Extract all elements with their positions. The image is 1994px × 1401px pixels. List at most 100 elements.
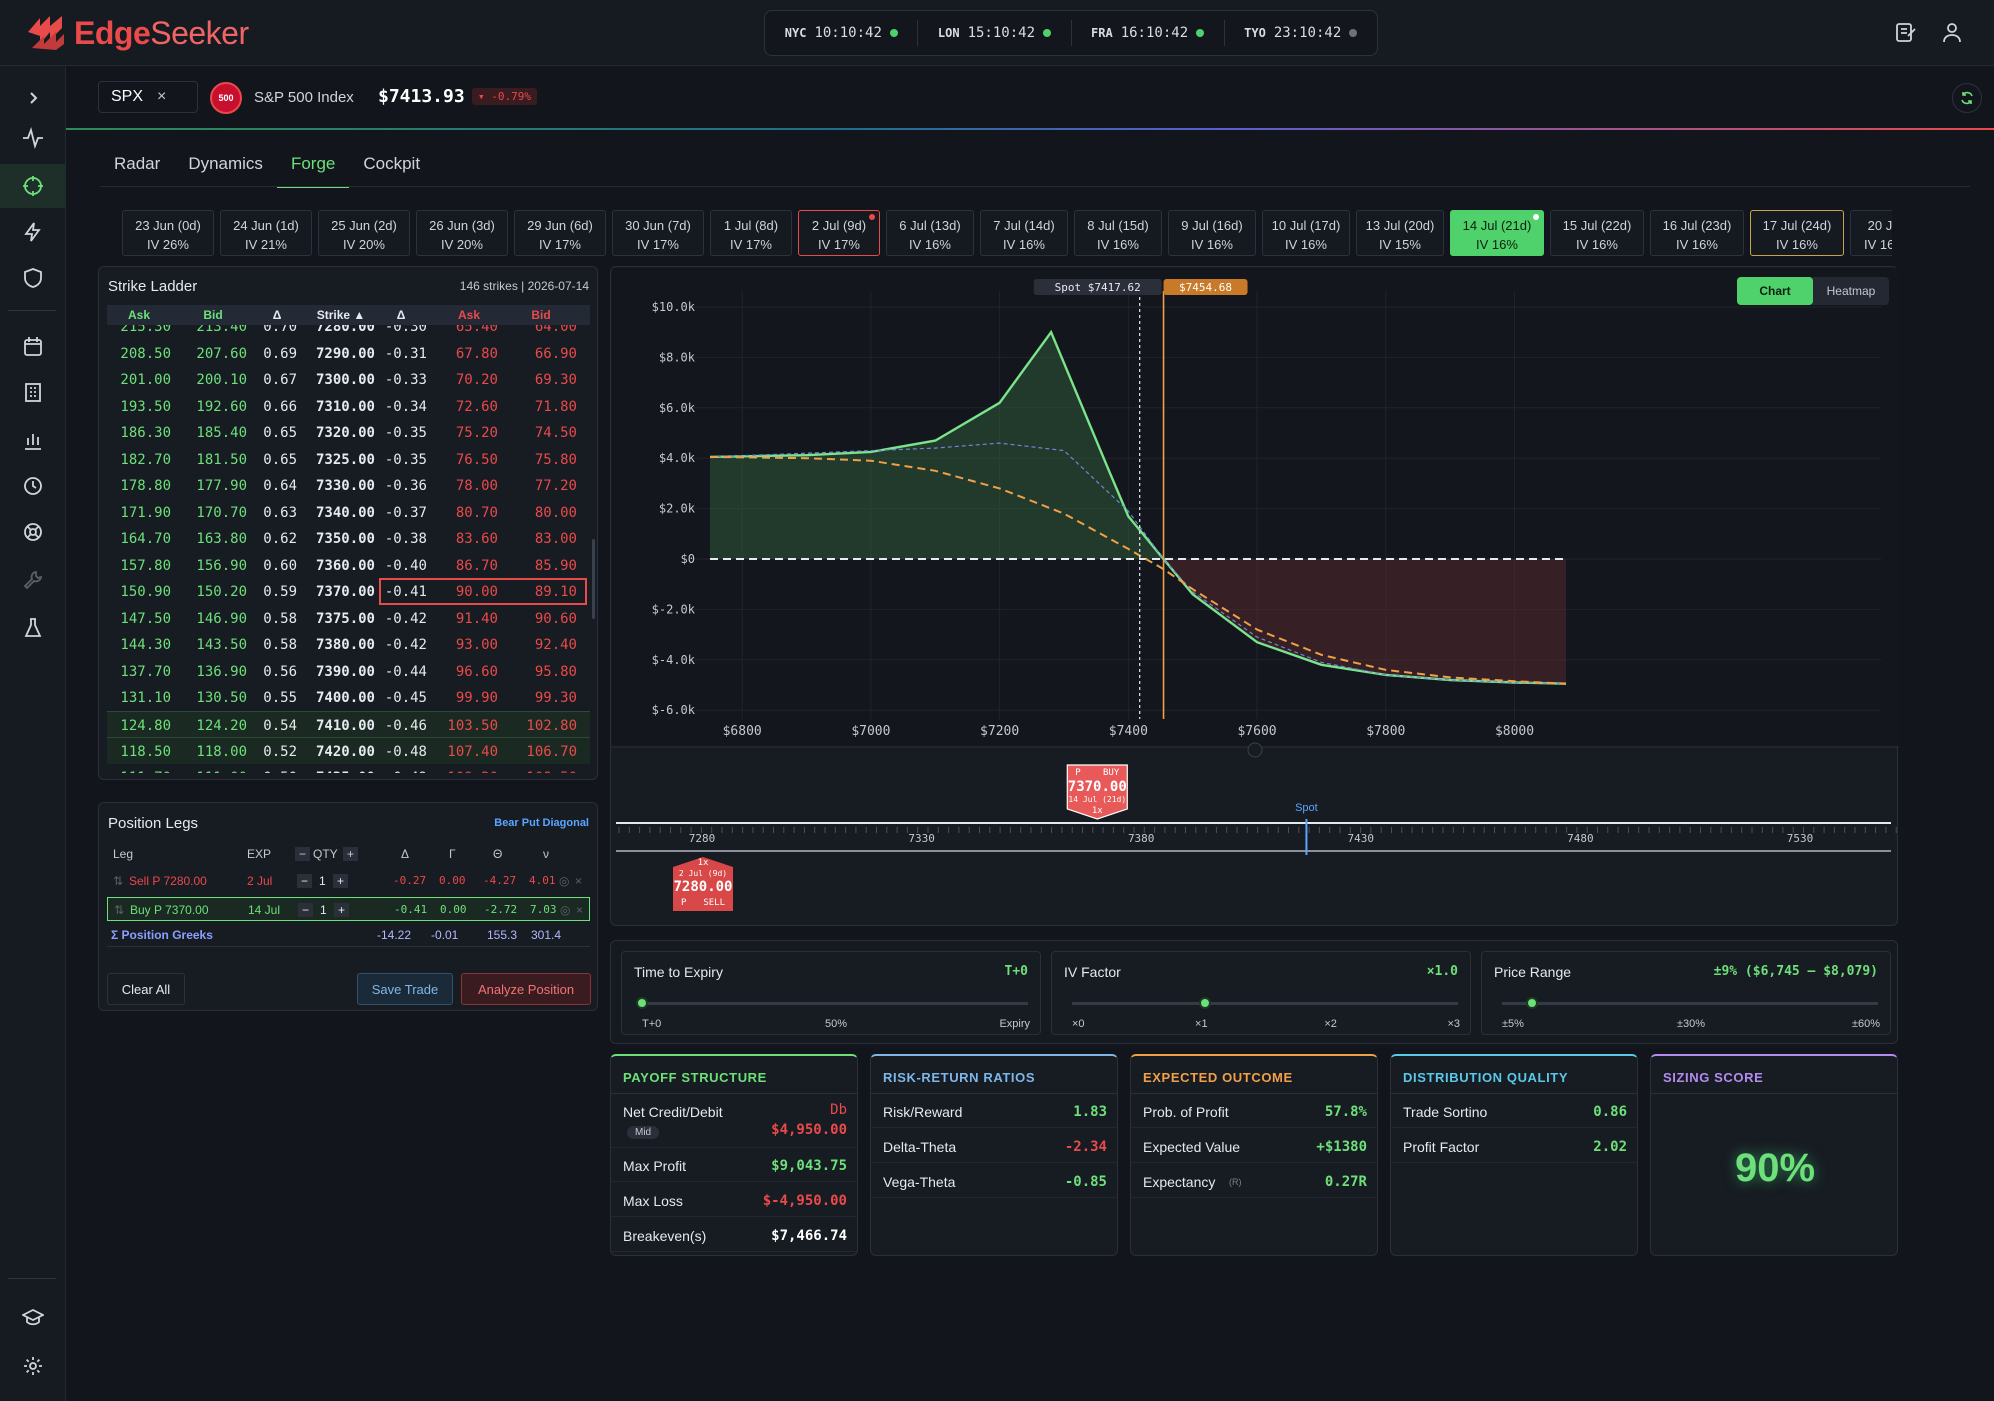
- ladder-cell[interactable]: 86.70: [455, 557, 498, 574]
- ladder-cell[interactable]: 193.50: [120, 398, 171, 415]
- leg-row[interactable]: ⇅ Sell P 7280.00 2 Jul −1 + -0.27 0.00 -4.27 4.0…: [107, 869, 590, 893]
- sidebar-item-flash[interactable]: [0, 210, 66, 254]
- ladder-row[interactable]: 164.70 163.80 0.62 7350.00 -0.38 83.60 83.00: [107, 525, 590, 552]
- ladder-cell[interactable]: 156.90: [196, 557, 247, 574]
- expiry-chip[interactable]: 14 Jul (21d) IV 16%: [1450, 210, 1544, 256]
- ladder-cell[interactable]: 93.00: [455, 637, 498, 653]
- sidebar-item-analytics[interactable]: [0, 418, 66, 462]
- ladder-cell[interactable]: 118.00: [196, 744, 247, 760]
- ladder-row[interactable]: 182.70 181.50 0.65 7325.00 -0.35 76.50 75.80: [107, 446, 590, 473]
- ladder-cell[interactable]: 109.20: [440, 770, 498, 774]
- ladder-cell[interactable]: 111.00: [179, 770, 247, 774]
- ladder-cell[interactable]: 74.50: [534, 425, 577, 441]
- qty-decrement-button[interactable]: −: [297, 874, 313, 888]
- ladder-cell[interactable]: 118.50: [120, 744, 171, 760]
- ladder-cell[interactable]: 207.60: [196, 345, 247, 362]
- expiry-chip[interactable]: 7 Jul (14d) IV 16%: [980, 210, 1068, 256]
- heatmap-view-button[interactable]: Heatmap: [1826, 284, 1876, 298]
- ladder-cell[interactable]: 71.80: [534, 398, 577, 415]
- ladder-cell[interactable]: 80.70: [455, 504, 498, 521]
- qty-decrement-button[interactable]: −: [298, 903, 314, 917]
- leg-qty[interactable]: 1: [320, 903, 327, 917]
- ladder-row[interactable]: 150.90 150.20 0.59 7370.00 -0.41 90.00 89.10: [107, 578, 590, 605]
- expand-sidebar-button[interactable]: [0, 76, 66, 120]
- ladder-cell[interactable]: 111.70: [107, 770, 171, 774]
- ladder-cell[interactable]: 91.40: [455, 610, 498, 627]
- ladder-cell[interactable]: 77.20: [534, 478, 577, 494]
- expiry-chip[interactable]: 6 Jul (13d) IV 16%: [886, 210, 974, 256]
- sidebar-item-support[interactable]: [0, 510, 66, 554]
- ladder-cell[interactable]: 192.60: [196, 398, 247, 415]
- ladder-cell[interactable]: 106.70: [526, 744, 577, 760]
- link-icon[interactable]: [1247, 742, 1263, 758]
- slider-track[interactable]: [1072, 997, 1458, 1009]
- ladder-cell[interactable]: 157.80: [120, 557, 171, 574]
- tab-dynamics[interactable]: Dynamics: [188, 154, 263, 173]
- expiry-chip[interactable]: 1 Jul (8d) IV 17%: [710, 210, 792, 256]
- sell-leg-marker[interactable]: 1x2 Jul (9d)7280.00 P SELL: [673, 857, 733, 911]
- chart-view-button[interactable]: Chart: [1737, 277, 1813, 305]
- ladder-cell[interactable]: 177.90: [196, 478, 247, 494]
- sidebar-item-settings[interactable]: [0, 1344, 66, 1388]
- expiry-chip[interactable]: 8 Jul (15d) IV 16%: [1074, 210, 1162, 256]
- ladder-cell[interactable]: 72.60: [455, 398, 498, 415]
- remove-leg-icon[interactable]: ×: [576, 903, 584, 917]
- ladder-cell[interactable]: 143.50: [196, 637, 247, 653]
- ladder-cell[interactable]: 107.40: [447, 744, 498, 760]
- sidebar-item-learn[interactable]: [0, 1296, 66, 1340]
- expiry-chip[interactable]: 15 Jul (22d) IV 16%: [1550, 210, 1644, 256]
- leg-row[interactable]: ⇅ Buy P 7370.00 14 Jul −1 + -0.41 0.00 -2.72 7.0…: [107, 897, 590, 921]
- sidebar-item-institution[interactable]: [0, 370, 66, 414]
- ladder-cell[interactable]: 170.70: [196, 504, 247, 521]
- ladder-cell[interactable]: 75.80: [534, 451, 577, 468]
- ladder-cell[interactable]: 80.00: [534, 504, 577, 521]
- ladder-cell[interactable]: 215.30: [120, 325, 171, 335]
- ladder-row[interactable]: 215.30 213.40 0.70 7280.00 -0.30 65.40 64.00: [107, 325, 590, 340]
- ladder-cell[interactable]: 130.50: [196, 690, 247, 706]
- ladder-cell[interactable]: 70.20: [455, 372, 498, 388]
- analyze-position-button[interactable]: Analyze Position: [461, 973, 591, 1005]
- ladder-cell[interactable]: 90.00: [455, 584, 498, 600]
- ladder-row[interactable]: 208.50 207.60 0.69 7290.00 -0.31 67.80 66.90: [107, 340, 590, 367]
- ladder-cell[interactable]: 83.00: [534, 531, 577, 547]
- ladder-cell[interactable]: 201.00: [120, 372, 171, 388]
- ladder-cell[interactable]: 83.60: [455, 531, 498, 547]
- sidebar-item-tools[interactable]: [0, 558, 66, 602]
- ladder-row[interactable]: 186.30 185.40 0.65 7320.00 -0.35 75.20 74.50: [107, 419, 590, 446]
- expiry-chip[interactable]: 24 Jun (1d) IV 21%: [220, 210, 312, 256]
- tab-cockpit[interactable]: Cockpit: [363, 154, 421, 173]
- sidebar-item-lab[interactable]: [0, 606, 66, 650]
- remove-leg-icon[interactable]: ×: [575, 874, 583, 888]
- ladder-cell[interactable]: 150.90: [120, 584, 171, 600]
- ladder-cell[interactable]: 89.10: [534, 584, 577, 600]
- ladder-cell[interactable]: 185.40: [196, 425, 247, 441]
- ladder-cell[interactable]: 181.50: [196, 451, 247, 468]
- clear-all-button[interactable]: Clear All: [107, 973, 185, 1005]
- ladder-cell[interactable]: 171.90: [120, 504, 171, 521]
- expiry-chip[interactable]: 2 Jul (9d) IV 17%: [798, 210, 880, 256]
- ladder-row[interactable]: 124.80 124.20 0.54 7410.00 -0.46 103.50 102.80: [107, 710, 590, 738]
- notes-icon[interactable]: [1894, 20, 1918, 44]
- ladder-row[interactable]: 131.10 130.50 0.55 7400.00 -0.45 99.90 99.30: [107, 684, 590, 711]
- ladder-header-cell[interactable]: Strike ▲: [316, 308, 366, 322]
- expiry-chip[interactable]: 10 Jul (17d) IV 16%: [1262, 210, 1350, 256]
- ladder-cell[interactable]: 90.60: [534, 610, 577, 627]
- expiry-chip[interactable]: 26 Jun (3d) IV 20%: [416, 210, 508, 256]
- ladder-cell[interactable]: 85.90: [534, 557, 577, 574]
- expiry-chip[interactable]: 17 Jul (24d) IV 16%: [1750, 210, 1844, 256]
- refresh-button[interactable]: [1952, 83, 1982, 113]
- ladder-cell[interactable]: 95.80: [534, 663, 577, 680]
- ladder-cell[interactable]: 99.90: [455, 690, 498, 706]
- ladder-cell[interactable]: 213.40: [196, 325, 247, 335]
- slider-knob[interactable]: [636, 997, 648, 1009]
- eye-icon[interactable]: ◎: [559, 874, 570, 888]
- ladder-cell[interactable]: 76.50: [455, 451, 498, 468]
- qty-increment-button[interactable]: +: [333, 874, 349, 888]
- ladder-cell[interactable]: 103.50: [447, 717, 498, 734]
- ladder-cell[interactable]: 78.00: [455, 478, 498, 494]
- expiry-chip[interactable]: 9 Jul (16d) IV 16%: [1168, 210, 1256, 256]
- ladder-cell[interactable]: 144.30: [120, 637, 171, 653]
- sidebar-item-history[interactable]: [0, 464, 66, 508]
- ladder-cell[interactable]: 99.30: [534, 690, 577, 706]
